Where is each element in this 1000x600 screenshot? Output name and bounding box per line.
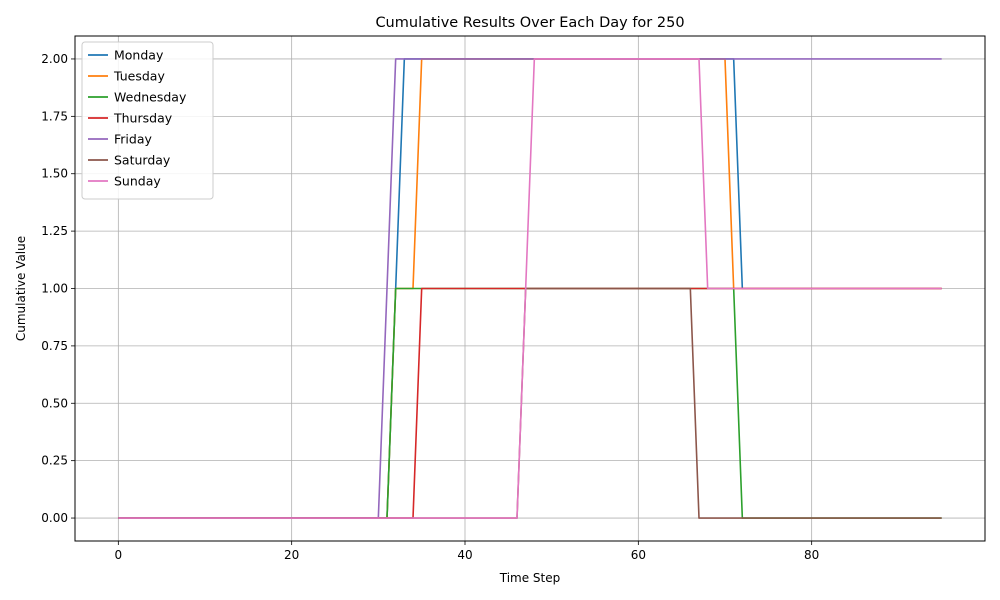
x-tick-label: 40 [457,548,472,562]
legend-box [81,41,214,200]
series-lines [118,58,942,519]
legend: Monday Tuesday Wednesday Thursday Friday Satu… [81,41,214,200]
y-tick-label: 1.75 [41,109,68,123]
legend-label-tuesday: Tuesday [113,69,165,84]
series-line-sunday [118,58,942,519]
x-tick-label: 60 [631,548,646,562]
legend-label-thursday: Thursday [113,111,173,126]
y-tick-label: 2.00 [41,52,68,66]
x-axis-label: Time Step [499,571,561,585]
y-tick-label: 0.75 [41,339,68,353]
y-tick-label: 0.25 [41,454,68,468]
legend-label-monday: Monday [114,48,164,63]
chart-title: Cumulative Results Over Each Day for 250 [375,15,684,31]
y-axis-ticks: 0.00 0.25 0.50 0.75 1.00 1.25 1.50 1.75 2.00 [41,52,75,525]
y-tick-label: 0.00 [41,511,68,525]
y-tick-label: 1.00 [41,282,68,296]
x-axis-ticks: 0 20 40 60 80 [115,541,819,562]
y-tick-label: 0.50 [41,396,68,410]
y-tick-label: 1.25 [41,224,68,238]
legend-label-saturday: Saturday [114,153,171,168]
legend-label-sunday: Sunday [114,174,161,189]
x-tick-label: 0 [115,548,123,562]
legend-label-wednesday: Wednesday [114,90,187,105]
x-tick-label: 20 [284,548,299,562]
legend-label-friday: Friday [114,132,152,147]
x-tick-label: 80 [804,548,819,562]
y-tick-label: 1.50 [41,167,68,181]
y-axis-label: Cumulative Value [14,236,28,341]
